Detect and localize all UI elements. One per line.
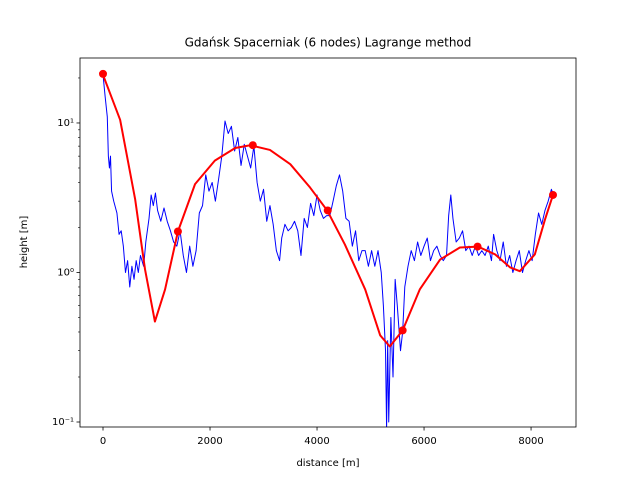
node-point: [99, 69, 108, 78]
plot-area: [102, 74, 555, 427]
node-point: [548, 190, 557, 199]
chart-title: Gdańsk Spacerniak (6 nodes) Lagrange met…: [185, 36, 472, 50]
y-tick-label: 10⁰: [57, 267, 74, 278]
x-tick-label: 4000: [304, 436, 329, 447]
y-axis-label: height [m]: [19, 216, 30, 269]
y-tick-label: 10¹: [57, 118, 74, 129]
x-axis-label: distance [m]: [296, 458, 359, 469]
node-point: [173, 227, 182, 236]
x-tick-label: 8000: [518, 436, 543, 447]
node-point: [248, 141, 257, 150]
node-point: [398, 326, 407, 335]
y-tick-label: 10⁻¹: [52, 417, 74, 428]
series-line: [102, 74, 555, 427]
x-tick-label: 2000: [197, 436, 222, 447]
node-point: [473, 242, 482, 251]
node-point: [323, 206, 332, 215]
plot-frame: [79, 57, 577, 428]
x-tick-label: 6000: [411, 436, 436, 447]
x-tick-label: 0: [100, 436, 106, 447]
series-line: [102, 74, 554, 348]
